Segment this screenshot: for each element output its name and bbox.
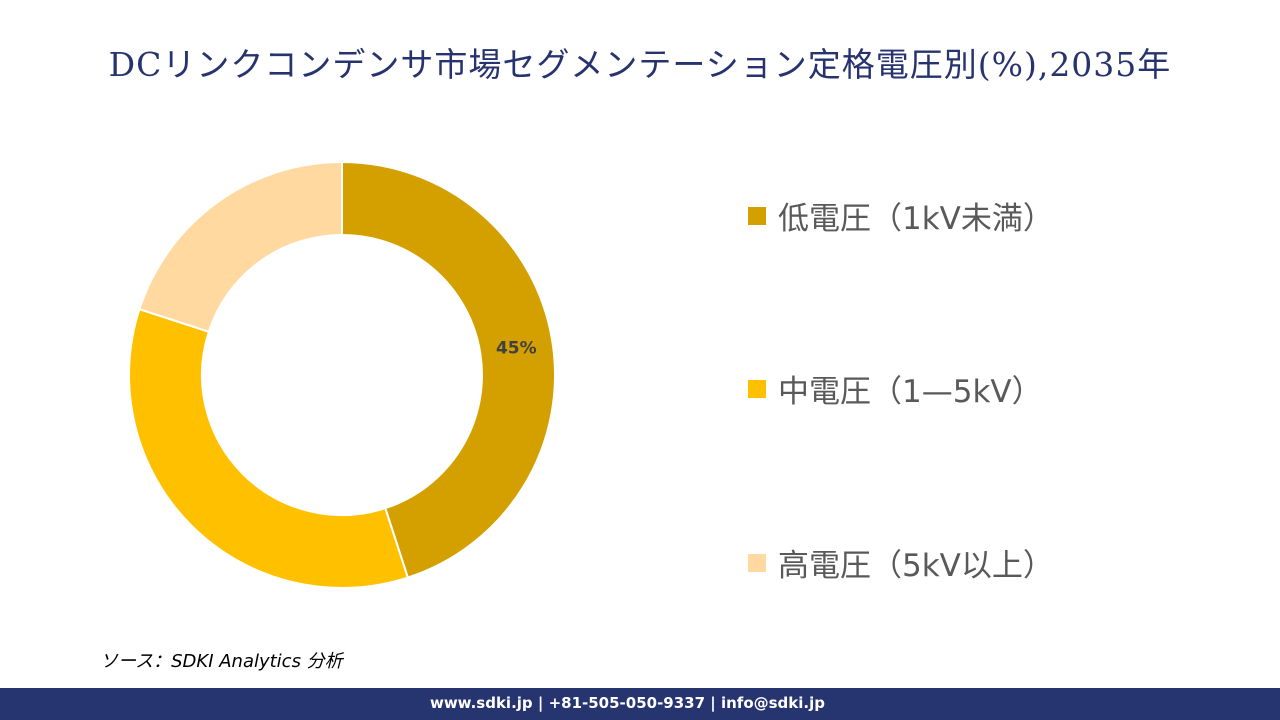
- legend-item-high-voltage: 高電圧（5kV以上）: [748, 540, 1054, 585]
- legend-swatch: [748, 379, 766, 398]
- footer-bar: www.sdki.jp | +81-505-050-9337 | info@sd…: [0, 688, 1280, 720]
- legend-label: 高電圧（5kV以上）: [778, 548, 1054, 584]
- legend-label: 中電圧（1—5kV）: [778, 374, 1043, 410]
- donut-slice: [128, 307, 410, 589]
- donut-slice: [341, 160, 556, 579]
- chart-title: DCリンクコンデンサ市場セグメンテーション定格電圧別(%),2035年: [108, 45, 1172, 84]
- legend-swatch: [748, 206, 766, 225]
- legend-item-low-voltage: 低電圧（1kV未満）: [748, 193, 1054, 238]
- legend-swatch: [748, 553, 766, 572]
- data-label: 45%: [496, 338, 537, 358]
- footer-contact: www.sdki.jp | +81-505-050-9337 | info@sd…: [429, 694, 825, 712]
- source-note: ソース：SDKI Analytics 分析: [100, 651, 343, 672]
- donut-slice: [138, 160, 343, 333]
- legend-label: 低電圧（1kV未満）: [778, 201, 1054, 237]
- donut-chart: 45%: [128, 160, 556, 589]
- legend-item-medium-voltage: 中電圧（1—5kV）: [748, 366, 1043, 411]
